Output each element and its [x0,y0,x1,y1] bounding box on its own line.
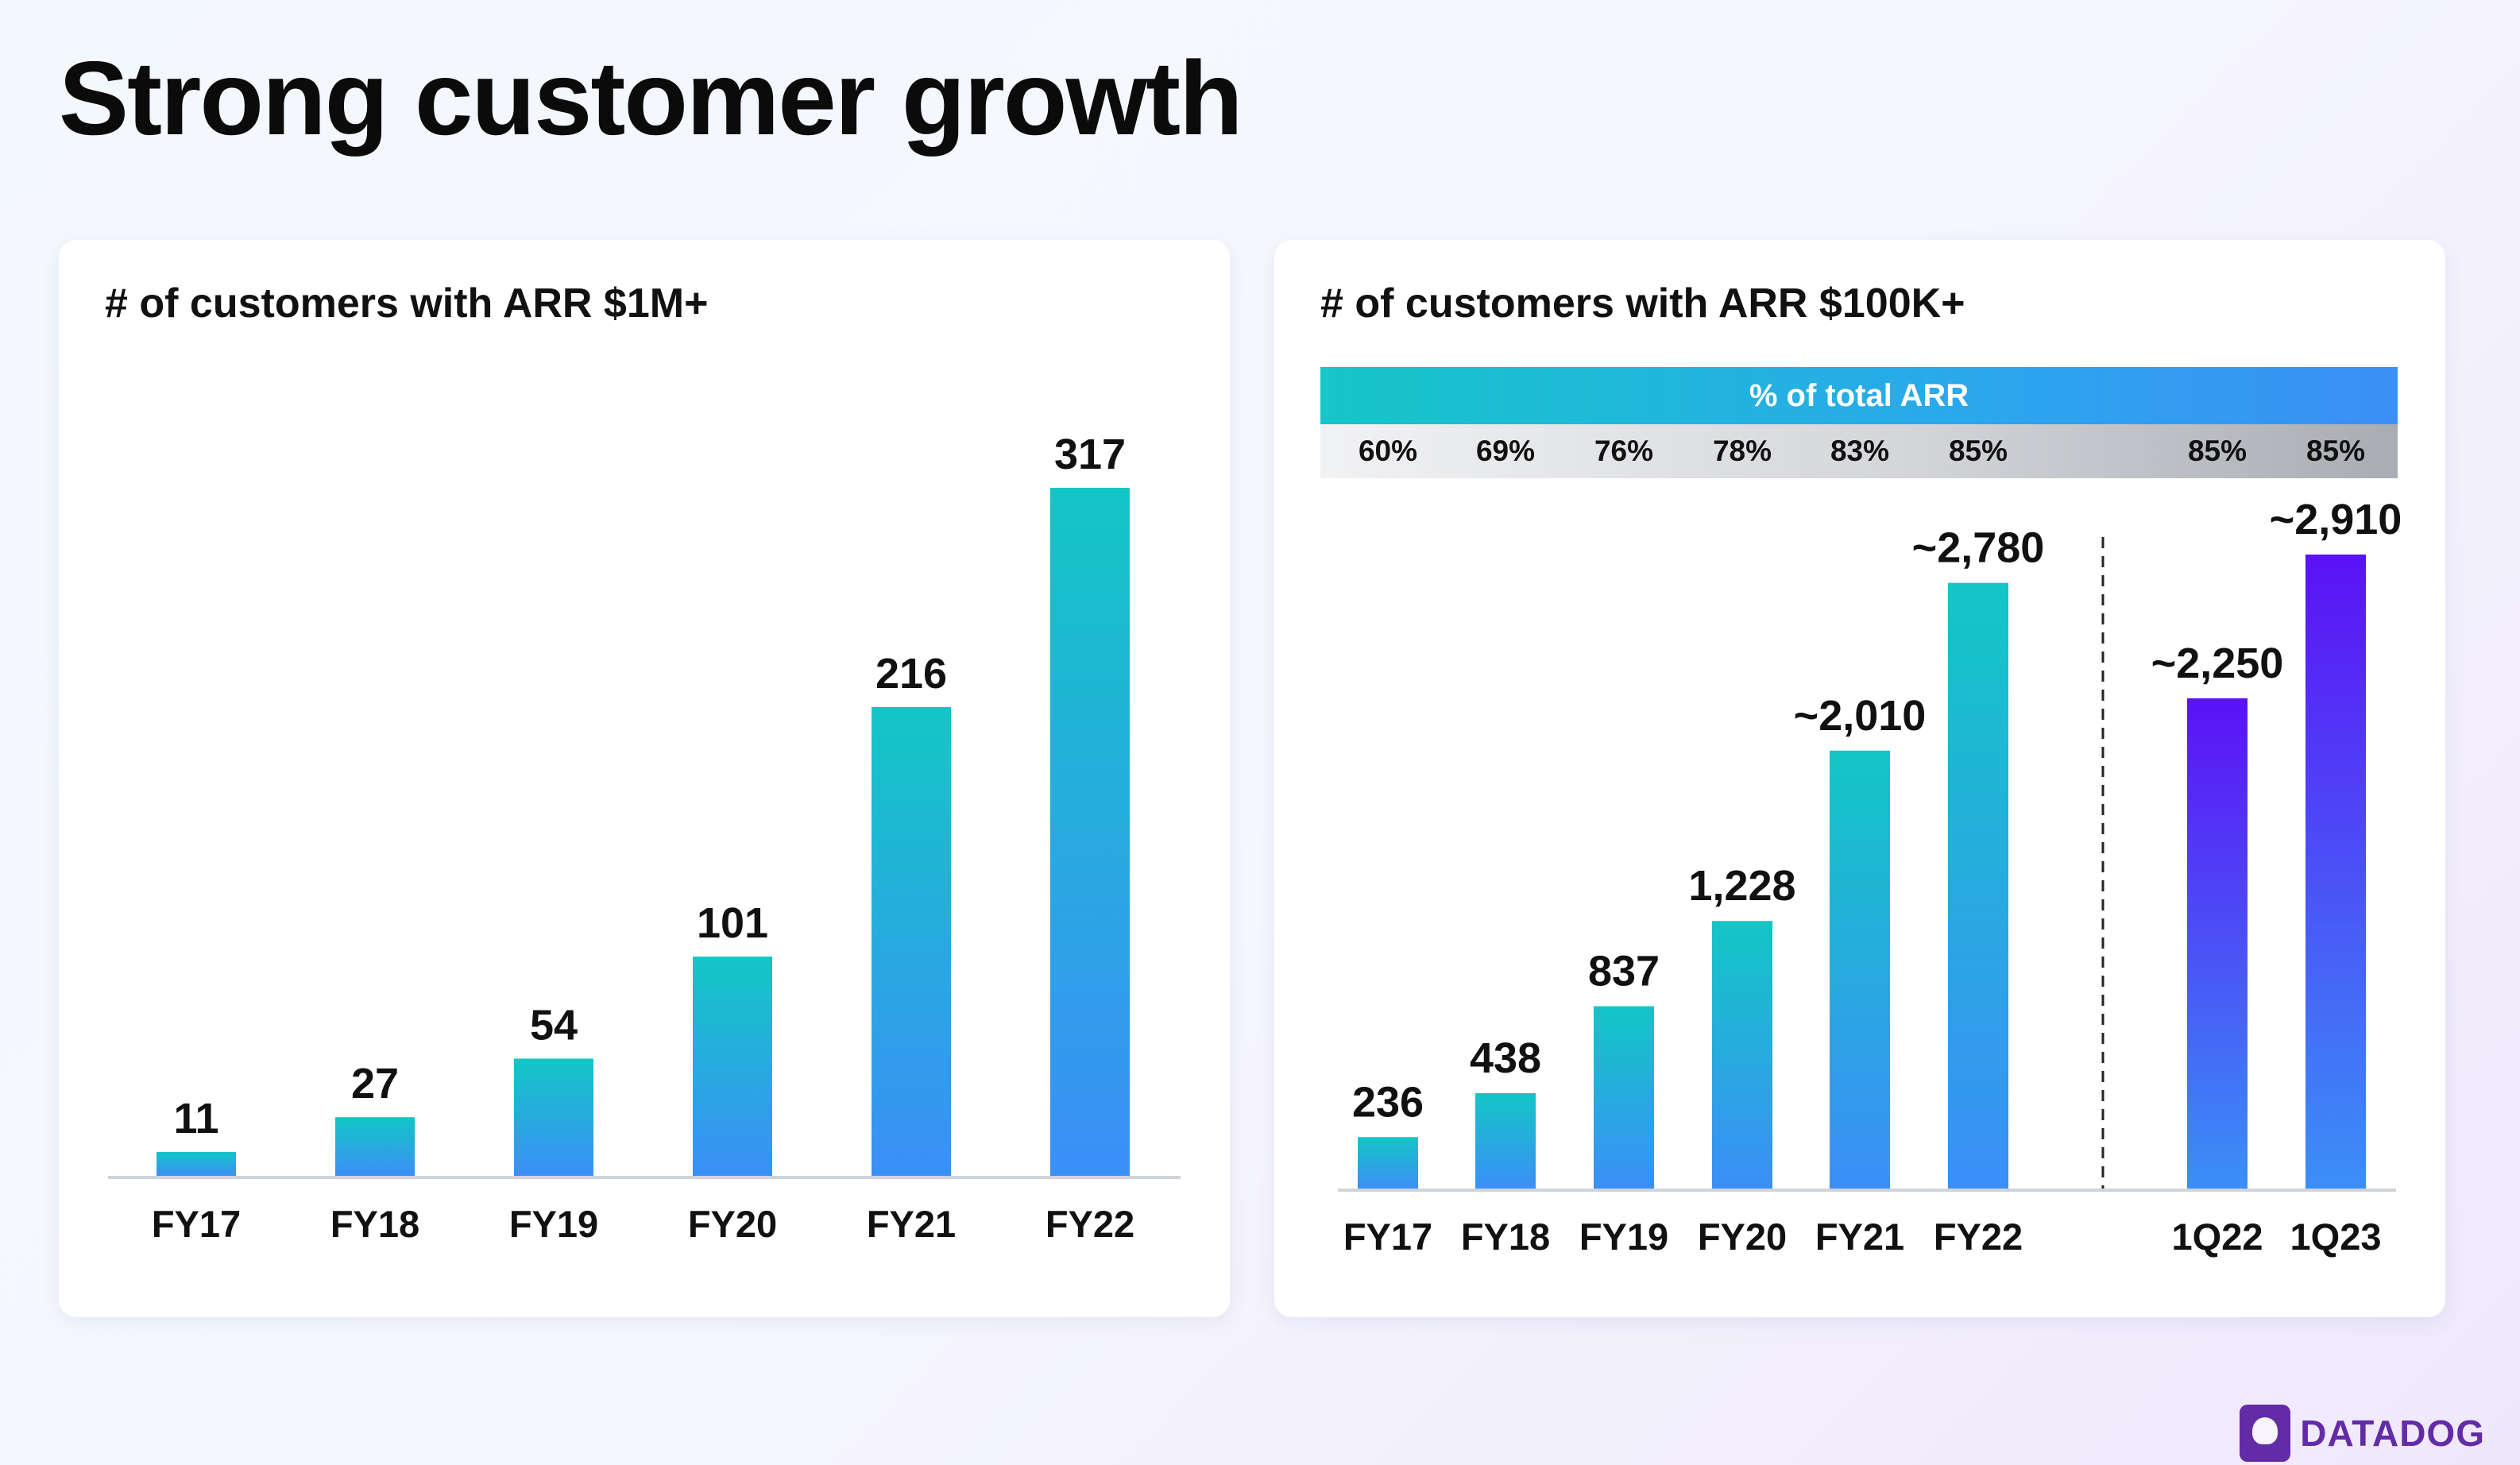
bar-fy19 [1594,1006,1654,1189]
chart-card-1m-customers: # of customers with ARR $1M+ 11 FY17 27 FY1… [59,240,1230,1317]
bar-fy17 [1358,1137,1418,1189]
data-label: 317 [1054,431,1126,478]
data-label: ~2,250 [2151,640,2284,687]
data-label: 438 [1470,1034,1541,1082]
x-tick-label: FY20 [688,1203,777,1245]
arr-header-label: % of total ARR [1749,378,1969,413]
datadog-dog-icon [2240,1405,2291,1462]
data-label: 101 [697,899,768,947]
x-tick-label: FY22 [1934,1216,2023,1258]
data-label: 236 [1352,1078,1424,1126]
bar-fy19 [514,1058,593,1176]
bar-fy18 [335,1117,415,1176]
bar-fy20 [693,957,772,1176]
data-label: 27 [351,1060,399,1107]
logo-wordmark: DATADOG [2300,1413,2485,1454]
chart-title: # of customers with ARR $100K+ [1320,280,1965,327]
arr-percent-value: 85% [2187,435,2248,467]
arr-percent-value: 83% [1830,435,1890,467]
bar-fy22 [1050,488,1130,1176]
bar-1q22 [2187,698,2248,1189]
x-tick-label: FY22 [1045,1203,1134,1245]
x-tick-label: 1Q23 [2290,1216,2382,1258]
data-label: ~2,780 [1912,524,2045,572]
arr-percent-value: 76% [1594,435,1654,467]
datadog-logo: DATADOG [2240,1405,2485,1462]
data-label: 837 [1588,947,1660,995]
data-label: ~2,010 [1794,692,1927,740]
bar-chart-100k-customers: 236 FY17 438 FY18 837 FY19 1,228 FY20 ~2,010 FY21… [1338,496,2402,1258]
bar-fy22 [1948,582,2008,1189]
data-label: 1,228 [1688,862,1795,910]
arr-percent-value: 60% [1358,435,1418,467]
x-tick-label: FY20 [1698,1216,1787,1258]
x-tick-label: FY21 [867,1203,956,1245]
x-tick-label: FY18 [330,1203,419,1245]
arr-percent-value: 85% [1948,435,2008,467]
page-title: Strong customer growth [59,40,1243,157]
x-tick-label: FY21 [1815,1216,1904,1258]
data-label: ~2,910 [2270,496,2402,543]
chart-title: # of customers with ARR $1M+ [105,280,709,327]
data-label: 54 [530,1001,578,1049]
bar-fy17 [157,1151,236,1176]
bar-fy21 [872,706,951,1176]
x-tick-label: FY18 [1461,1216,1550,1258]
data-label: 216 [875,650,947,698]
arr-percent-value: 78% [1712,435,1772,467]
bar-fy21 [1830,750,1890,1189]
arr-percent-value: 69% [1475,435,1536,467]
x-tick-label: FY19 [509,1203,598,1245]
bar-1q23 [2305,555,2366,1189]
arr-percent-value: 85% [2305,435,2366,467]
x-tick-label: FY17 [152,1203,241,1245]
bar-chart-1m-customers: 11 FY17 27 FY18 54 FY19 101 FY20 216 FY21 317 FY22 [108,431,1181,1245]
data-label: 11 [173,1095,218,1142]
arr-percent-row: 60% 69% 76% 78% 83% 85% 85% 85% [1320,424,2398,478]
x-tick-label: FY19 [1579,1216,1668,1258]
bar-fy18 [1475,1092,1536,1189]
x-tick-label: FY17 [1343,1216,1432,1258]
x-tick-label: 1Q22 [2172,1216,2263,1258]
bar-fy20 [1712,921,1772,1189]
arr-header-banner: % of total ARR [1320,367,2398,424]
chart-card-100k-customers: # of customers with ARR $100K+ % of tota… [1274,240,2445,1317]
